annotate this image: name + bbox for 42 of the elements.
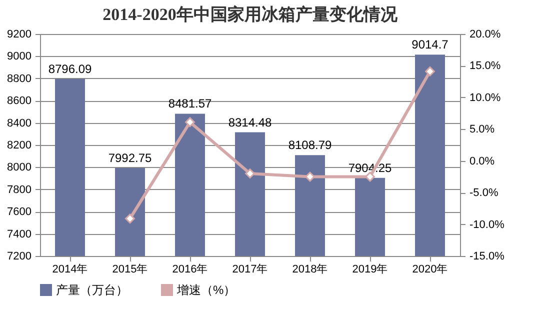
point <box>185 117 195 128</box>
point <box>305 172 315 182</box>
x-tick-label: 2018年 <box>292 264 328 276</box>
data-label: 8481.57 <box>168 96 212 111</box>
data-label: 9014.7 <box>412 38 449 52</box>
chart-title: 2014-2020年中国家用冰箱产量变化情况 <box>102 5 398 24</box>
x-tick-label: 2017年 <box>232 264 268 276</box>
y-tick-label: 8000 <box>7 162 32 174</box>
y2-tick-label: 20.0% <box>470 28 501 40</box>
x-tick-label: 2014年 <box>52 264 88 276</box>
data-label: 8108.79 <box>288 138 332 152</box>
y2-tick-label: -5.0% <box>470 187 498 200</box>
y2-tick-label: 5.0% <box>470 124 495 136</box>
y2-tick-label: 10.0% <box>470 92 501 104</box>
point <box>245 168 255 178</box>
y-tick-label: 9000 <box>7 50 32 63</box>
y-tick-label: 8200 <box>7 140 32 152</box>
legend-label: 产量（万台） <box>56 283 128 297</box>
point <box>125 214 135 224</box>
data-label: 8796.09 <box>48 62 92 76</box>
y-tick-label: 9200 <box>7 28 32 40</box>
data-label: 8314.48 <box>228 115 272 130</box>
y2-tick-label: 15.0% <box>470 60 501 72</box>
x-tick-label: 2015年 <box>112 264 148 276</box>
y-tick-label: 8800 <box>7 72 32 85</box>
x-tick-label: 2020年 <box>412 264 448 276</box>
y-tick-label: 8600 <box>7 95 32 108</box>
y2-tick-label: 0.0% <box>470 155 495 168</box>
y-tick-label: 7200 <box>7 250 32 262</box>
y2-tick-label: -15.0% <box>470 250 505 262</box>
legend-label: 增速（%） <box>176 283 236 297</box>
data-label: 7992.75 <box>108 151 152 166</box>
x-tick-label: 2019年 <box>352 264 388 276</box>
point <box>365 172 375 182</box>
y-tick-label: 7600 <box>7 206 32 218</box>
x-tick-label: 2016年 <box>172 264 208 276</box>
data-label: 7904.25 <box>348 160 392 175</box>
y-tick-label: 8400 <box>7 117 32 130</box>
point <box>425 66 435 76</box>
y-tick-label: 7400 <box>7 228 32 240</box>
y2-tick-label: -10.0% <box>470 218 505 231</box>
y-tick-label: 7800 <box>7 184 32 196</box>
